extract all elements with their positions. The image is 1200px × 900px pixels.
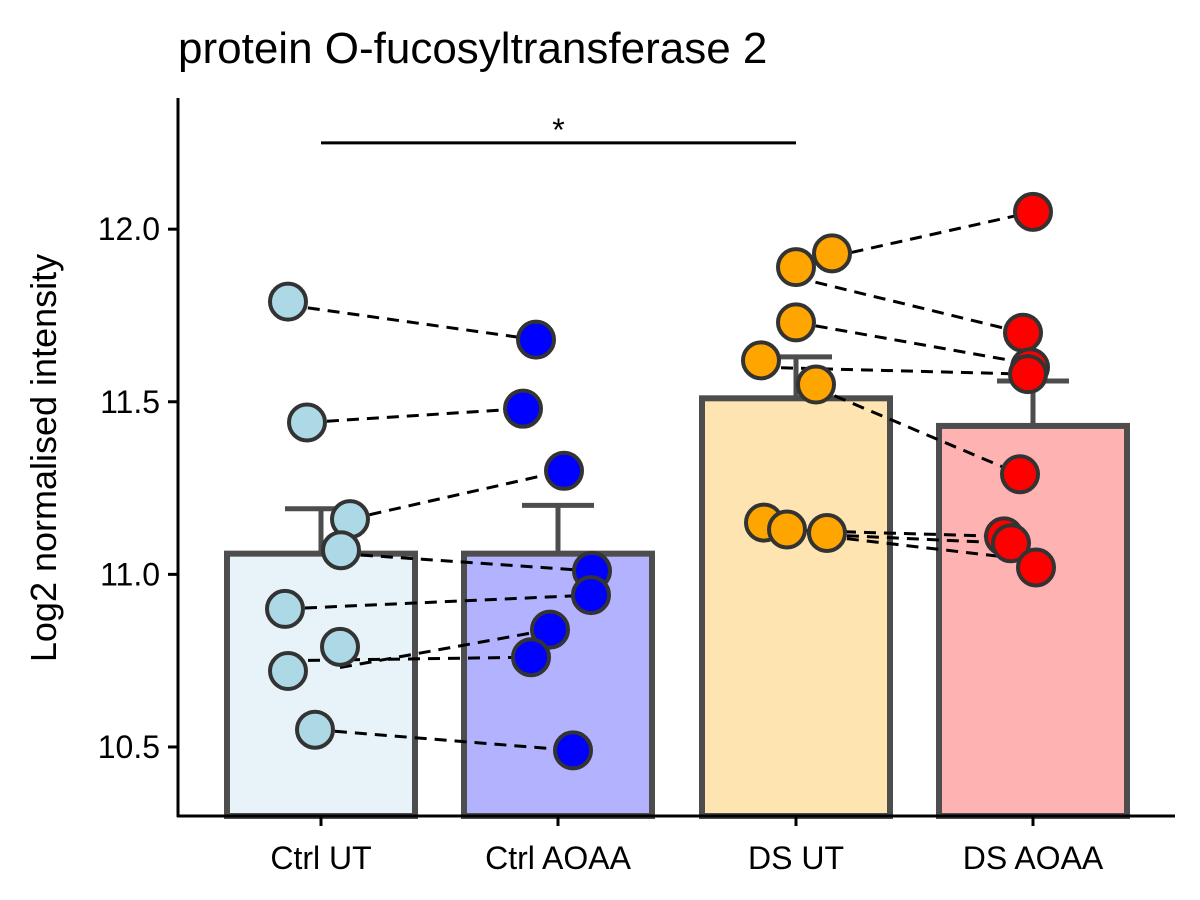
- x-tick-label: Ctrl AOAA: [485, 840, 631, 876]
- pair-line: [815, 386, 1021, 476]
- pair-line: [314, 728, 574, 752]
- pair-line: [831, 210, 1034, 259]
- points-layer: [265, 191, 1056, 771]
- y-tick-label: 11.5: [100, 384, 160, 420]
- data-point-ctrl-ut: [321, 530, 361, 571]
- x-tick-label: DS UT: [748, 840, 844, 876]
- data-point-ds-ut: [796, 364, 836, 405]
- pair-line: [826, 534, 1037, 563]
- data-point-ctrl-ut: [295, 709, 335, 750]
- data-point-ds-aoaa: [1008, 354, 1048, 395]
- data-point-ctrl-aoaa: [503, 388, 543, 429]
- data-point-ctrl-aoaa: [511, 637, 551, 678]
- data-point-ds-aoaa: [991, 523, 1031, 564]
- pair-line: [287, 303, 537, 342]
- axes-layer: 10.5 11.0 11.5 12.0 Ctrl UT Ctrl AOAA DS UT DS …: [98, 98, 1175, 876]
- data-point-ds-aoaa: [1013, 191, 1053, 232]
- significance-label: *: [552, 112, 564, 148]
- pair-line: [284, 593, 592, 611]
- y-tick-label: 12.0: [98, 211, 160, 247]
- pair-line: [349, 469, 565, 521]
- y-tick-label: 11.0: [100, 556, 160, 592]
- data-point-ds-aoaa: [1000, 454, 1040, 495]
- x-tick-label: DS AOAA: [963, 840, 1104, 876]
- bar-ds-aoaa: [936, 422, 1130, 819]
- data-point-ds-aoaa: [1016, 547, 1056, 588]
- data-point-ctrl-aoaa: [571, 575, 611, 616]
- pair-line: [795, 276, 1024, 335]
- data-point-ds-ut: [807, 512, 847, 553]
- data-point-ds-ut: [776, 302, 816, 343]
- data-point-ctrl-aoaa: [516, 319, 556, 360]
- data-point-ctrl-ut: [320, 626, 360, 667]
- data-point-ctrl-aoaa: [544, 450, 584, 491]
- y-axis-title: Log2 normalised intensity: [23, 254, 64, 662]
- y-tick-label: 10.5: [98, 729, 160, 765]
- pair-line: [786, 531, 1012, 545]
- pair-line: [340, 552, 593, 573]
- data-point-ctrl-aoaa: [553, 730, 593, 771]
- significance-layer: *: [321, 112, 796, 148]
- data-point-ctrl-ut: [265, 588, 305, 629]
- pair-line: [306, 407, 524, 424]
- data-point-ds-aoaa: [1003, 312, 1043, 353]
- x-tick-label: Ctrl UT: [270, 840, 371, 876]
- data-point-ds-ut: [767, 509, 807, 550]
- bar-ds-ut: [699, 395, 893, 819]
- data-point-ctrl-ut: [287, 402, 327, 443]
- data-point-ds-ut: [741, 340, 781, 381]
- bar-ctrl-aoaa: [461, 550, 655, 820]
- bar-ctrl-ut: [224, 550, 418, 820]
- data-point-ctrl-aoaa: [530, 609, 570, 650]
- data-point-ds-ut: [812, 233, 852, 274]
- chart-title: protein O-fucosyltransferase 2: [178, 24, 767, 73]
- data-point-ctrl-ut: [268, 281, 308, 322]
- data-point-ctrl-ut: [268, 651, 308, 692]
- pair-line: [339, 628, 551, 670]
- data-point-ds-ut: [776, 247, 816, 288]
